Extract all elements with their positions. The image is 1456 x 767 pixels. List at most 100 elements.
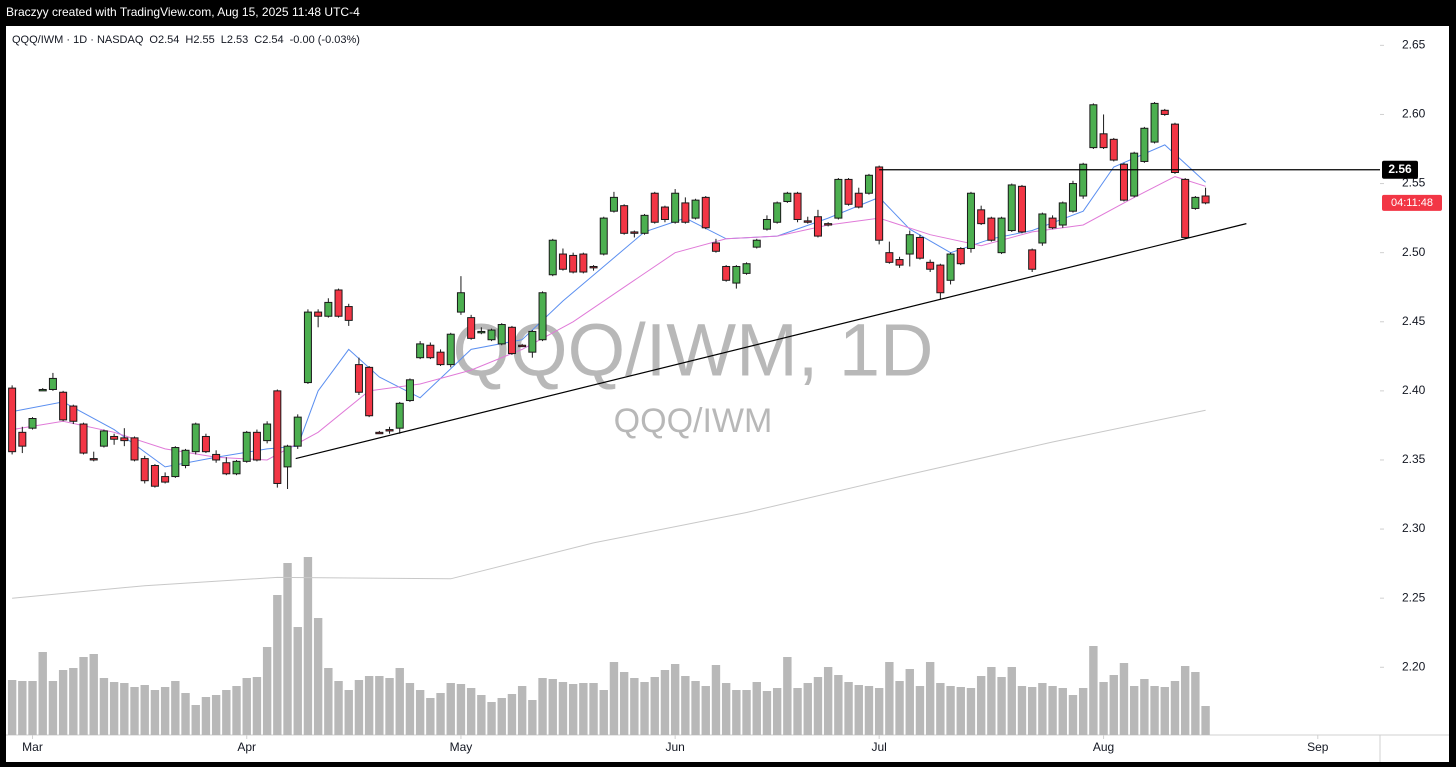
volume-bar <box>507 694 517 735</box>
candle-body <box>742 263 751 274</box>
candle-body <box>385 429 394 432</box>
volume-bar <box>987 667 996 735</box>
volume-bar <box>762 691 772 735</box>
watermark-subtitle: QQQ/IWM <box>614 402 773 440</box>
volume-bar <box>262 647 272 735</box>
volume-bar <box>89 654 98 735</box>
volume-bar <box>58 670 68 735</box>
volume-bar <box>1099 682 1108 735</box>
volume-bar <box>650 677 659 735</box>
volume-bar <box>885 662 894 735</box>
candle-body <box>140 458 149 482</box>
volume-bar <box>293 627 302 735</box>
legend-item: L2.53 <box>221 34 249 46</box>
y-tick-label: 2.40 <box>1402 383 1426 397</box>
volume-bar <box>752 682 761 735</box>
legend: QQQ/IWM · 1D · NASDAQ O2.54 H2.55 L2.53 C2.5… <box>12 34 360 46</box>
candle-body <box>905 234 914 255</box>
x-tick-label: Apr <box>237 740 256 754</box>
volume-bar <box>313 618 323 735</box>
candle-body <box>926 261 935 270</box>
candle-body <box>69 405 78 422</box>
candle-body <box>773 202 782 223</box>
volume-bar <box>548 679 557 735</box>
volume-bar <box>385 678 394 735</box>
volume-bar <box>140 685 149 735</box>
candle-body <box>344 306 353 321</box>
volume-bar <box>1017 686 1027 735</box>
candle-body <box>365 366 374 417</box>
plot-background <box>6 26 1449 762</box>
candle-body <box>416 343 425 359</box>
volume-bar <box>109 682 119 735</box>
volume-bar <box>1038 683 1047 735</box>
volume-bar <box>609 662 619 735</box>
candle-body <box>834 178 843 219</box>
candle-body <box>1160 109 1169 115</box>
volume-bar <box>375 676 384 735</box>
volume-bar <box>956 687 965 735</box>
volume-bar <box>1150 686 1159 735</box>
volume-bar <box>497 698 506 735</box>
volume-bar <box>171 681 180 735</box>
y-tick-label: 2.20 <box>1402 659 1426 673</box>
volume-bar <box>252 677 262 735</box>
volume-bar <box>1140 679 1149 735</box>
volume-bar <box>568 684 578 735</box>
legend-item: O2.54 <box>149 34 179 46</box>
volume-bar <box>426 698 435 735</box>
candle-body <box>946 253 955 281</box>
candle-body <box>456 292 465 313</box>
candle-body <box>518 344 527 348</box>
candle-body <box>885 252 894 263</box>
volume-bar <box>742 690 751 735</box>
candle-body <box>732 265 741 284</box>
watermark-title: QQQ/IWM, 1D <box>453 309 934 392</box>
volume-bar <box>589 683 598 735</box>
candle-body <box>130 437 139 461</box>
volume-bar <box>38 652 47 735</box>
volume-bar <box>28 681 37 735</box>
candle-body <box>191 423 200 453</box>
candle-body <box>579 253 588 273</box>
volume-bar <box>895 681 904 735</box>
candle-body <box>201 435 210 453</box>
volume-bar <box>160 687 170 735</box>
volume-bar <box>395 668 404 735</box>
volume-bar <box>1027 687 1037 735</box>
candle-body <box>630 231 639 234</box>
volume-bar <box>7 680 17 735</box>
candle-body <box>334 289 343 317</box>
y-tick-label: 2.25 <box>1402 590 1426 604</box>
volume-bar <box>711 665 721 735</box>
candle-body <box>222 462 231 475</box>
volume-bar <box>211 695 221 735</box>
candle-body <box>436 351 445 366</box>
volume-bar <box>232 686 241 735</box>
candle-body <box>1048 217 1057 229</box>
price-badge <box>1382 160 1418 179</box>
candle-body <box>548 239 557 276</box>
volume-bar <box>670 664 680 735</box>
volume-bar <box>1160 687 1169 735</box>
candle-body <box>824 223 833 226</box>
y-tick-label: 2.55 <box>1402 176 1426 190</box>
y-tick-label: 2.45 <box>1402 314 1426 328</box>
candle-body <box>18 431 27 447</box>
candle-body <box>1109 138 1118 161</box>
candle-body <box>324 301 333 317</box>
volume-bar <box>936 683 945 735</box>
candle-body <box>956 248 965 265</box>
candle-body <box>1099 133 1108 149</box>
candle-body <box>538 292 547 341</box>
candle-body <box>1068 183 1077 212</box>
volume-bar <box>946 686 955 735</box>
volume-bar <box>181 693 190 735</box>
volume-bar <box>579 683 588 735</box>
candle-body <box>558 253 567 270</box>
x-tick-label: Aug <box>1093 740 1114 754</box>
candle-body <box>171 447 180 478</box>
candle-body <box>314 311 323 317</box>
volume-bar <box>1180 666 1190 735</box>
